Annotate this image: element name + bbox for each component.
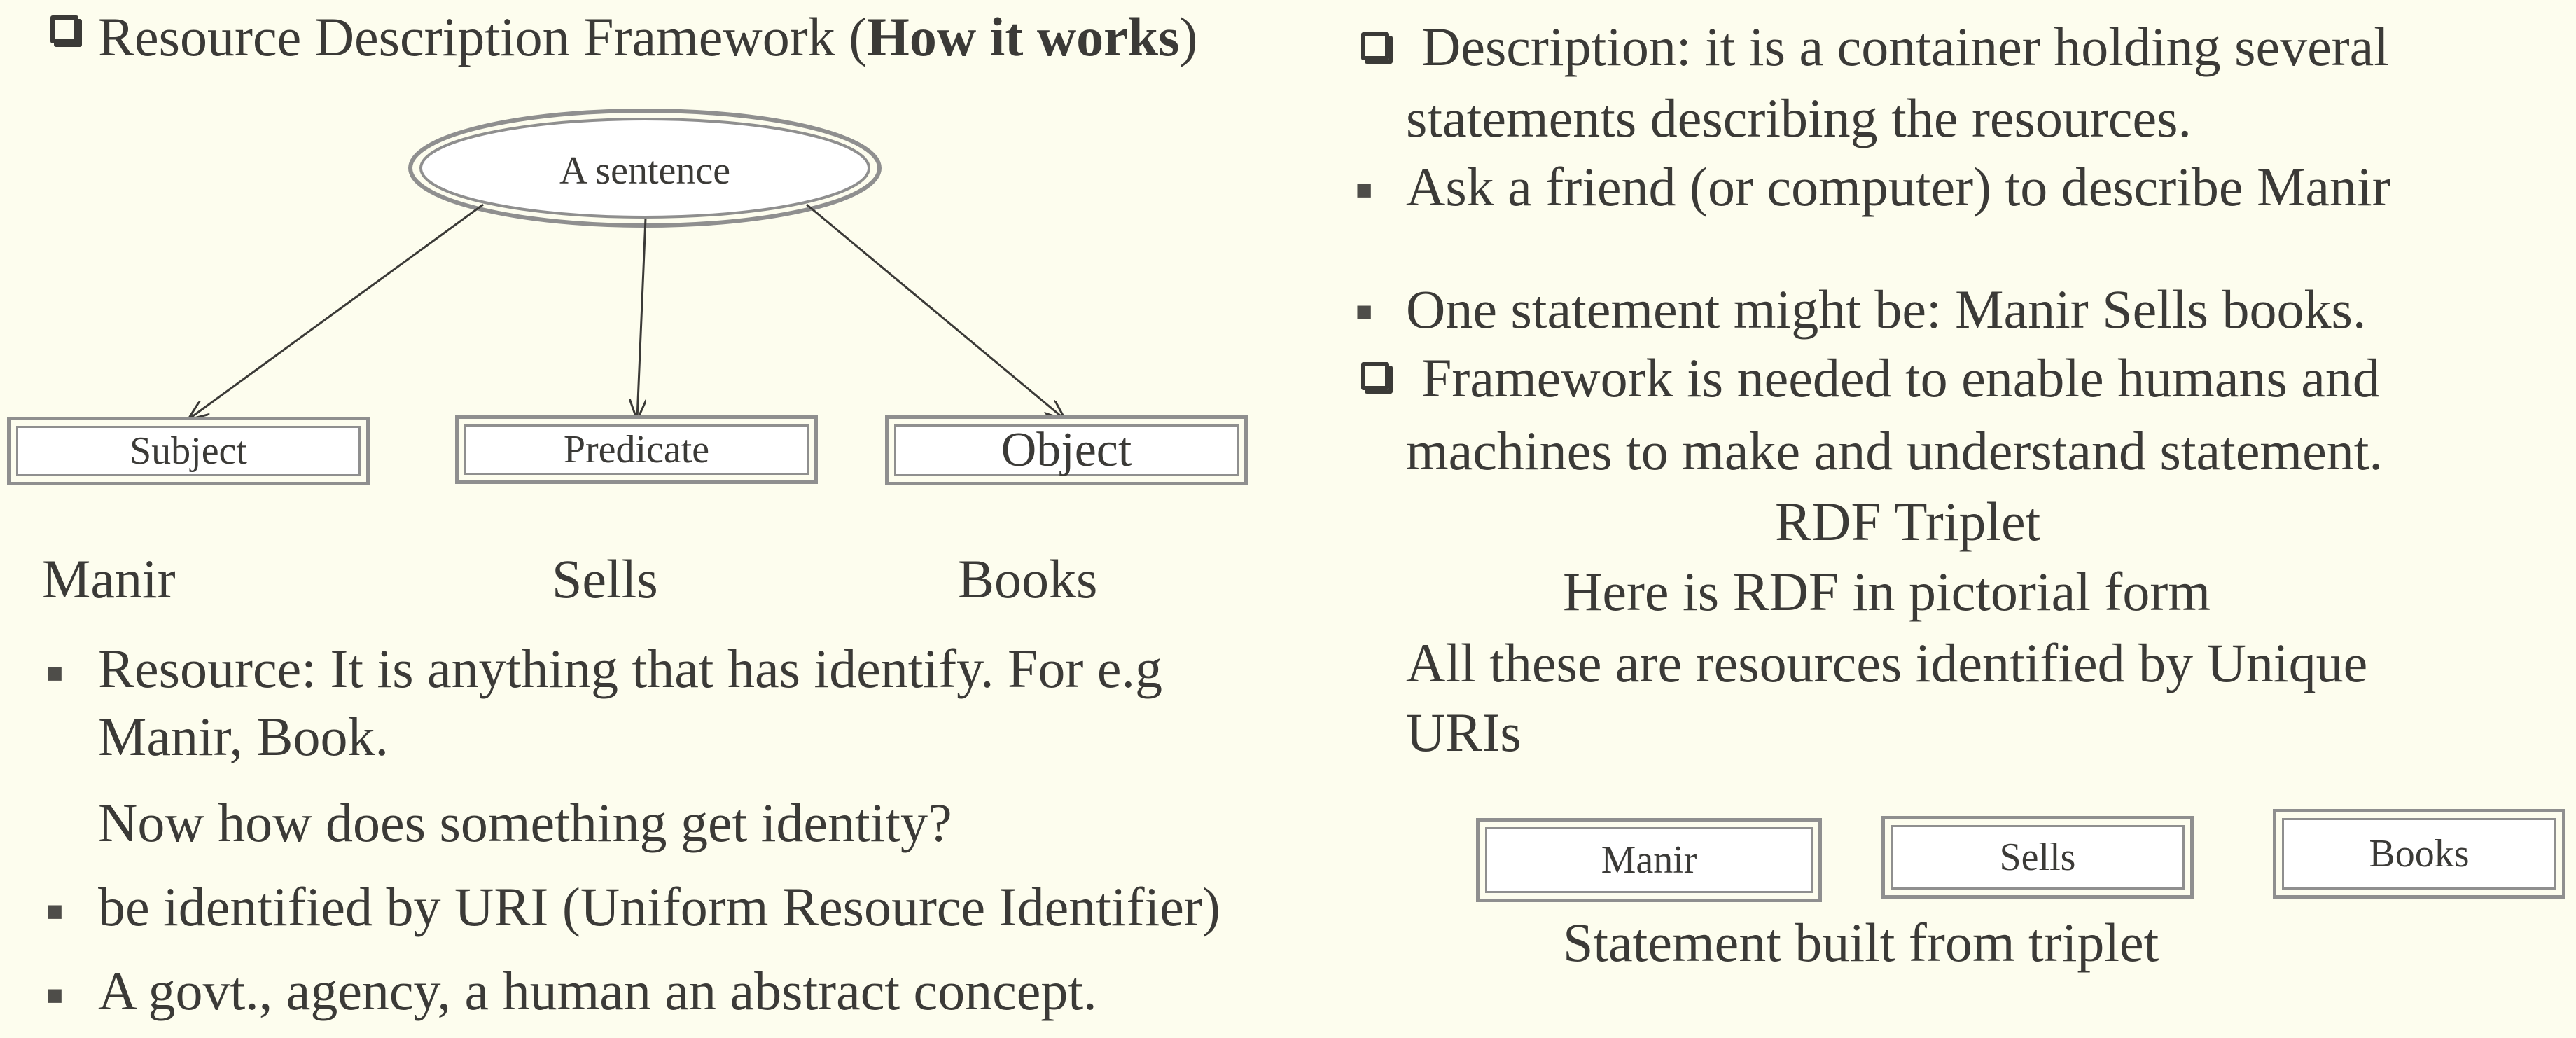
arrow-to-predicate	[637, 218, 647, 419]
triplet-box-manir: Manir	[1476, 818, 1822, 902]
arrow-to-subject	[189, 203, 484, 419]
resource-line1: Resource: It is anything that has identi…	[98, 638, 1162, 699]
resources-line2: URIs	[1406, 702, 1522, 763]
framework-line1: Framework is needed to enable humans and	[1421, 347, 2380, 408]
arrow-to-object	[806, 203, 1064, 419]
resource-line2: Manir, Book.	[98, 706, 389, 767]
resources-line1: All these are resources identified by Un…	[1406, 632, 2368, 693]
heading-suffix: )	[1179, 6, 1198, 67]
heading-text: Resource Description Framework (	[98, 6, 868, 67]
triplet-box-books: Books	[2273, 809, 2565, 899]
predicate-label: Predicate	[464, 424, 809, 475]
example-object: Books	[958, 548, 1098, 609]
sentence-label: A sentence	[559, 149, 731, 193]
heading-bold: How it works	[867, 6, 1180, 67]
govt-line: A govt., agency, a human an abstract con…	[98, 960, 1097, 1021]
description-line1: Description: it is a container holding s…	[1421, 16, 2389, 77]
example-predicate: Sells	[552, 548, 658, 609]
square-bullet-icon: ■	[1356, 296, 1373, 327]
triplet-box-sells-label: Sells	[1891, 825, 2185, 890]
triplet-box-sells: Sells	[1881, 816, 2194, 899]
ask-friend-line: Ask a friend (or computer) to describe M…	[1406, 156, 2390, 217]
square-bullet-icon: ■	[46, 979, 64, 1011]
square-bullet-icon: ■	[46, 657, 64, 688]
left-heading: Resource Description Framework (How it w…	[98, 10, 1198, 64]
uri-line: be identified by URI (Uniform Resource I…	[98, 876, 1220, 937]
triplet-box-books-label: Books	[2282, 818, 2556, 890]
square-bullet-icon: ■	[46, 895, 64, 927]
checkbox-bullet-icon	[1361, 362, 1389, 390]
square-bullet-icon: ■	[1356, 174, 1373, 205]
object-label: Object	[894, 423, 1239, 477]
example-subject: Manir	[42, 548, 176, 609]
predicate-box: Predicate	[455, 415, 818, 484]
statement-caption: Statement built from triplet	[1563, 912, 2159, 973]
description-line2: statements describing the resources.	[1406, 88, 2192, 148]
subject-box: Subject	[7, 417, 370, 485]
checkbox-bullet-icon	[1361, 32, 1389, 60]
identity-question: Now how does something get identity?	[98, 792, 952, 853]
one-statement-line: One statement might be: Manir Sells book…	[1406, 279, 2367, 340]
checkbox-bullet-icon	[50, 15, 78, 43]
pictorial-label: Here is RDF in pictorial form	[1563, 561, 2211, 622]
subject-label: Subject	[16, 426, 361, 476]
sentence-ellipse-inner	[419, 118, 870, 219]
rdf-triplet-label: RDF Triplet	[1775, 491, 2041, 552]
framework-line2: machines to make and understand statemen…	[1406, 420, 2383, 481]
object-box: Object	[885, 415, 1248, 485]
triplet-box-manir-label: Manir	[1485, 827, 1813, 893]
